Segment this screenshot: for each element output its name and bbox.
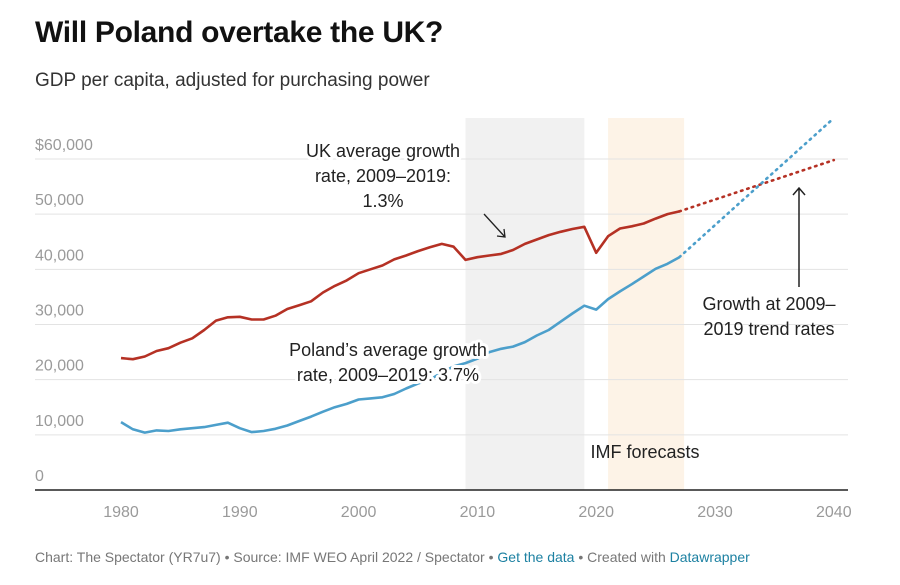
uk-arrow-icon (483, 213, 506, 238)
y-tick-label: 20,000 (35, 358, 84, 375)
y-tick-label: 50,000 (35, 192, 84, 209)
x-tick-label: 1990 (222, 504, 258, 521)
datawrapper-link[interactable]: Datawrapper (669, 549, 750, 565)
trend-arrow-icon (792, 186, 806, 287)
uk-projection-line (678, 158, 836, 213)
uk-growth-annotation-halo: 1.3% (362, 191, 403, 211)
poland-growth-annotation: Poland’s average growth (289, 340, 487, 360)
chart-subtitle: GDP per capita, adjusted for purchasing … (35, 70, 430, 91)
x-tick-label: 2030 (697, 504, 733, 521)
trend-rates-annotation: 2019 trend rates (703, 319, 834, 339)
uk-growth-annotation: 1.3% (362, 191, 403, 211)
x-tick-label: 2010 (460, 504, 496, 521)
imf-forecasts-label: IMF forecasts (590, 442, 699, 462)
shaded-imf-forecast (608, 118, 685, 490)
poland-growth-annotation-halo: Poland’s average growth (289, 340, 487, 360)
y-tick-label: 10,000 (35, 413, 84, 430)
x-tick-label: 2000 (341, 504, 377, 521)
y-tick-label: $60,000 (35, 137, 93, 154)
uk-line (120, 210, 680, 361)
poland-growth-annotation: rate, 2009–2019: 3.7% (297, 365, 479, 385)
uk-growth-annotation: rate, 2009–2019: (315, 166, 451, 186)
chart-footer: Chart: The Spectator (YR7u7) • Source: I… (35, 549, 750, 565)
x-tick-label: 2040 (816, 504, 852, 521)
get-data-link[interactable]: Get the data (497, 549, 575, 565)
uk-growth-annotation-halo: UK average growth (306, 141, 460, 161)
shaded-2009-2019 (465, 118, 585, 490)
y-tick-label: 0 (35, 468, 44, 485)
poland-growth-annotation-halo: rate, 2009–2019: 3.7% (297, 365, 479, 385)
x-tick-label: 2020 (578, 504, 614, 521)
y-tick-label: 30,000 (35, 302, 84, 319)
uk-growth-annotation: UK average growth (306, 141, 460, 161)
footer-source: Chart: The Spectator (YR7u7) • Source: I… (35, 549, 498, 565)
footer-created-with: • Created with (574, 549, 670, 565)
y-tick-label: 40,000 (35, 247, 84, 264)
poland-line (120, 256, 681, 434)
poland-projection-line (678, 116, 836, 259)
chart-title: Will Poland overtake the UK? (35, 16, 444, 49)
uk-growth-annotation-halo: rate, 2009–2019: (315, 166, 451, 186)
line-chart: 0 10,000 20,000 30,000 40,000 50,000 $60,000 19… (35, 116, 852, 521)
x-tick-label: 1980 (103, 504, 139, 521)
trend-rates-annotation: Growth at 2009– (702, 294, 835, 314)
